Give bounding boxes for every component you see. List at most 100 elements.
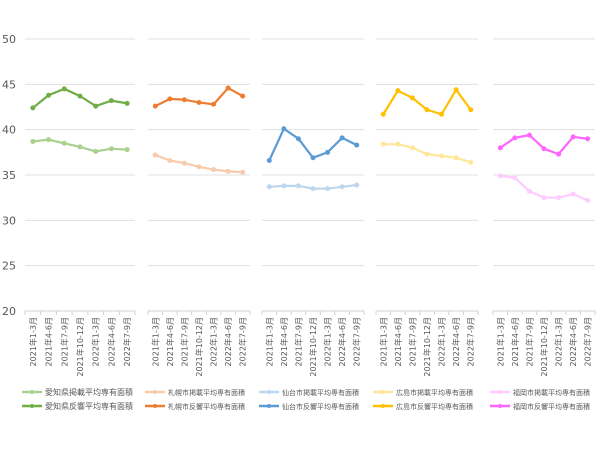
data-point (266, 184, 272, 190)
data-point (541, 195, 547, 201)
data-point (181, 97, 187, 103)
panel-2: 2021年1-3月 2021年4-6月 2021年7-9月 2021年10-12月 20… (145, 38, 251, 411)
data-point (354, 142, 360, 148)
x-tick-label: 2021年7-9月 (59, 317, 69, 366)
legend-marker (498, 390, 502, 394)
data-point (181, 160, 187, 166)
data-point (468, 159, 474, 165)
x-tick-label: 2022年7-9月 (122, 317, 132, 366)
y-tick-label: 50 (2, 33, 16, 46)
data-point (541, 146, 547, 152)
legend-marker (381, 404, 385, 408)
legend-label: 仙台市掲載平均専有面積 (282, 388, 359, 397)
data-point (585, 136, 591, 142)
legend-label: 仙台市反響平均専有面積 (282, 402, 359, 411)
data-point (310, 186, 316, 192)
x-tick-label: 2021年1-3月 (28, 317, 38, 366)
legend-label: 広島市反響平均専有面積 (396, 402, 473, 411)
data-point (93, 148, 99, 154)
data-point (30, 138, 36, 144)
data-point (266, 157, 272, 163)
x-tick-label: 2021年10-12月 (194, 317, 204, 377)
panel-4: 2021年1-3月 2021年4-6月 2021年7-9月 2021年10-12月 20… (373, 38, 479, 411)
x-tick-label: 2021年10-12月 (539, 317, 549, 377)
data-point (61, 86, 67, 92)
y-tick-label: 45 (2, 78, 16, 91)
x-tick-label: 2021年4-6月 (510, 317, 520, 366)
x-tick-label: 2022年7-9月 (238, 317, 248, 366)
x-tick-label: 2022年1-3月 (554, 317, 564, 366)
x-tick-label: 2021年10-12月 (422, 317, 432, 377)
x-tick-label: 2022年1-3月 (437, 317, 447, 366)
data-point (497, 173, 503, 179)
x-tick-label: 2021年7-9月 (407, 317, 417, 366)
x-tick-label: 2021年4-6月 (44, 317, 54, 366)
data-point (225, 168, 231, 174)
data-point (196, 164, 202, 170)
data-point (167, 96, 173, 102)
data-point (512, 175, 518, 181)
data-point (409, 95, 415, 101)
data-point (61, 140, 67, 146)
legend-marker (267, 390, 271, 394)
x-tick-label: 2022年4-6月 (451, 317, 461, 366)
x-tick-label: 2021年7-9月 (179, 317, 189, 366)
data-point (409, 145, 415, 151)
x-tick-label: 2021年10-12月 (308, 317, 318, 377)
x-tick-label: 2022年4-6月 (337, 317, 347, 366)
panel-5: 2021年1-3月 2021年4-6月 2021年7-9月 2021年10-12月 20… (490, 38, 596, 411)
data-point (240, 93, 246, 99)
x-tick-label: 2021年4-6月 (279, 317, 289, 366)
data-point (196, 99, 202, 105)
x-tick-label: 2021年1-3月 (378, 317, 388, 366)
data-point (108, 146, 114, 152)
legend-label: 福岡市反響平均専有面積 (513, 402, 590, 411)
data-point (211, 101, 217, 107)
data-point (295, 136, 301, 142)
x-tick-label: 2022年7-9月 (583, 317, 593, 366)
x-tick-label: 2022年7-9月 (466, 317, 476, 366)
data-point (526, 188, 532, 194)
data-point (424, 107, 430, 113)
legend-marker (30, 404, 34, 408)
legend-marker (267, 404, 271, 408)
data-point (167, 157, 173, 163)
data-point (339, 184, 345, 190)
legend-label: 愛知県反響平均専有面積 (45, 401, 133, 411)
data-point (570, 134, 576, 140)
data-point (310, 155, 316, 161)
legend-marker (153, 404, 157, 408)
data-point (354, 182, 360, 188)
data-point (152, 152, 158, 158)
x-tick-label: 2021年1-3月 (150, 317, 160, 366)
data-point (240, 169, 246, 175)
data-point (93, 103, 99, 109)
data-point (439, 153, 445, 159)
data-point (124, 100, 130, 106)
data-point (77, 93, 83, 99)
legend-label: 札幌市反響平均専有面積 (168, 402, 245, 411)
data-point (380, 111, 386, 117)
y-tick-label: 30 (2, 214, 16, 227)
data-point (453, 155, 459, 161)
data-point (556, 151, 562, 157)
panel-3: 2021年1-3月 2021年4-6月 2021年7-9月 2021年10-12月 20… (259, 38, 365, 411)
data-point (468, 107, 474, 113)
data-point (295, 183, 301, 189)
y-tick-label: 40 (2, 124, 16, 137)
data-point (281, 183, 287, 189)
data-point (380, 141, 386, 147)
panel-1: 2021年1-3月 2021年4-6月 2021年7-9月 2021年10-12月 20… (22, 38, 136, 411)
x-tick-label: 2021年7-9月 (293, 317, 303, 366)
data-point (570, 191, 576, 197)
data-point (30, 105, 36, 111)
data-point (585, 197, 591, 203)
data-point (497, 145, 503, 151)
x-tick-label: 2021年7-9月 (524, 317, 534, 366)
data-point (211, 167, 217, 173)
data-point (77, 144, 83, 150)
data-point (281, 126, 287, 132)
y-tick-label: 20 (2, 305, 16, 318)
data-point (339, 135, 345, 141)
data-point (108, 98, 114, 104)
